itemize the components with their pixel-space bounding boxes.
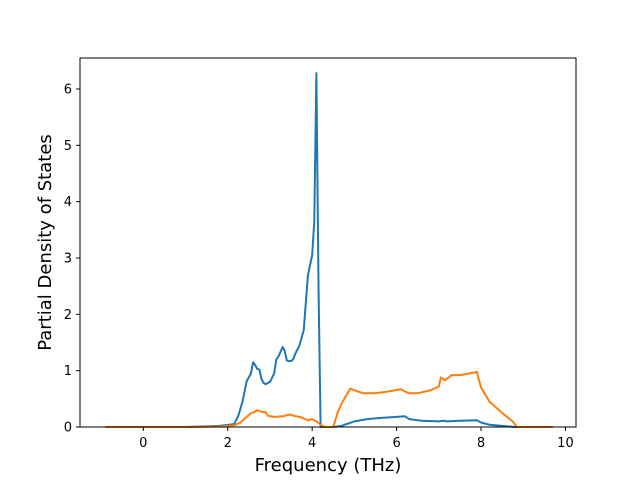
x-tick-label: 6: [392, 436, 400, 451]
x-tick-label: 0: [139, 436, 147, 451]
y-tick-label: 1: [64, 364, 72, 379]
y-axis-label: Partial Density of States: [35, 134, 56, 351]
x-tick-label: 10: [557, 436, 574, 451]
y-tick-label: 2: [64, 308, 72, 323]
x-tick-label: 8: [477, 436, 485, 451]
y-tick-label: 6: [64, 82, 72, 97]
y-tick-label: 3: [64, 251, 72, 266]
x-axis: 0 2 4 6 8 10: [139, 427, 574, 451]
series-line-1: [105, 72, 553, 428]
x-tick-label: 4: [308, 436, 316, 451]
series-layer: [105, 72, 553, 428]
y-tick-label: 5: [64, 139, 72, 154]
x-tick-label: 2: [224, 436, 232, 451]
series-line-2: [105, 370, 553, 428]
y-axis: 0 1 2 3 4 5 6: [64, 82, 80, 436]
x-axis-label: Frequency (THz): [255, 455, 402, 476]
y-tick-label: 4: [64, 195, 72, 210]
y-tick-label: 0: [64, 421, 72, 436]
plot-frame: [79, 57, 577, 428]
